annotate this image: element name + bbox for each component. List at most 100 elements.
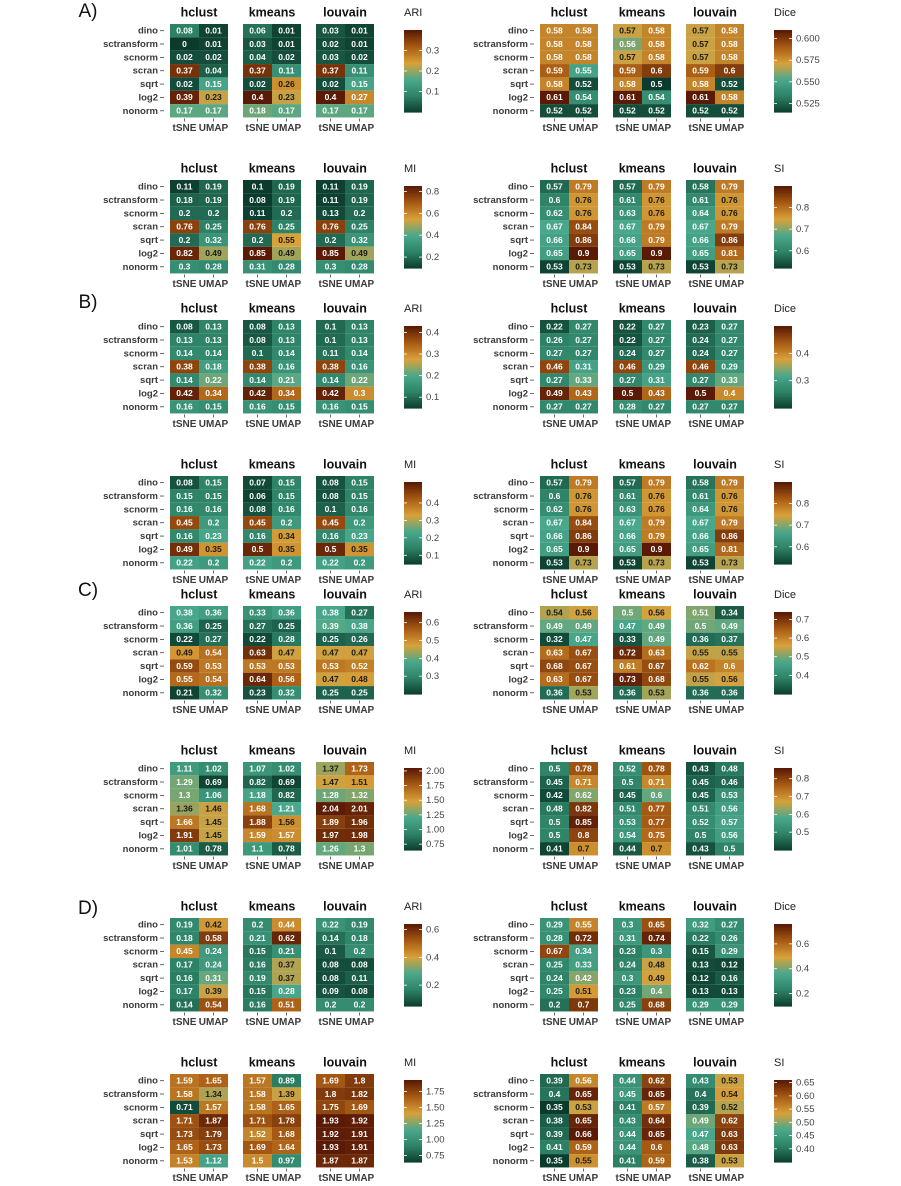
row-label: log2 xyxy=(138,986,158,997)
row-label: log2 xyxy=(508,388,528,399)
cell-value: 0.45 xyxy=(322,517,339,527)
legend-gradient-step xyxy=(404,934,422,937)
heatmap-cell xyxy=(170,104,199,118)
legend-gradient-step xyxy=(404,220,422,223)
heatmap-cell xyxy=(345,502,374,517)
legend-gradient-step xyxy=(774,960,792,963)
legend-gradient-step xyxy=(404,242,422,244)
heatmap-cell xyxy=(243,104,272,118)
cell-value: 0.49 xyxy=(205,248,222,258)
cell-value: 0.29 xyxy=(648,361,665,371)
legend-gradient-step xyxy=(404,1003,422,1006)
col-label: UMAP xyxy=(345,279,375,290)
legend-gradient-step xyxy=(774,233,792,236)
heatmap-cell xyxy=(345,918,374,932)
cell-value: 1.71 xyxy=(176,1115,193,1125)
legend-gradient-step xyxy=(404,988,422,991)
method-title: louvain xyxy=(693,899,737,913)
cell-value: 0.08 xyxy=(322,477,339,487)
legend-gradient-step xyxy=(774,83,792,86)
legend-gradient-step xyxy=(774,993,792,996)
cell-value: 0.55 xyxy=(176,674,193,684)
legend-gradient-step xyxy=(774,841,792,844)
legend-gradient-step xyxy=(774,646,792,649)
heatmap-cell xyxy=(199,542,228,557)
heatmap-cell xyxy=(686,686,715,700)
cell-value: 0.11 xyxy=(351,973,367,983)
heatmap-cell xyxy=(345,24,374,38)
legend-gradient-step xyxy=(404,192,422,195)
method-title: hclust xyxy=(181,5,219,19)
legend-gradient-step xyxy=(404,263,422,266)
legend-tick-label: 1.00 xyxy=(426,1135,445,1146)
row-label: sqrt xyxy=(140,817,159,828)
heatmap-cell xyxy=(715,529,744,543)
legend-gradient-step xyxy=(774,527,792,530)
cell-value: 1.32 xyxy=(351,790,368,800)
cell-value: 0.64 xyxy=(249,674,266,684)
heatmap-cell xyxy=(243,672,272,687)
row-label: scran xyxy=(503,804,529,815)
legend-gradient-step xyxy=(404,561,422,564)
legend-tick-label: 0.3 xyxy=(426,46,439,57)
heatmap-cell xyxy=(715,246,744,261)
cell-value: 0.79 xyxy=(721,517,738,527)
heatmap-cell xyxy=(345,815,374,829)
heatmap-cell xyxy=(613,762,642,776)
legend-gradient-step xyxy=(404,72,422,75)
legend-gradient-step xyxy=(774,685,792,688)
legend-gradient-step xyxy=(404,944,422,947)
legend-gradient-step xyxy=(774,43,792,46)
legend-gradient-step xyxy=(404,791,422,794)
legend-gradient-step xyxy=(404,639,422,642)
heatmap-cell xyxy=(540,476,569,490)
cell-value: 0.46 xyxy=(721,777,738,787)
legend-gradient-step xyxy=(404,965,422,967)
method-title: louvain xyxy=(693,457,737,471)
heatmap-cell xyxy=(199,1140,228,1155)
legend-gradient-step xyxy=(404,62,422,65)
row-label: dino xyxy=(508,322,528,333)
heatmap-cell xyxy=(715,556,744,570)
legend-gradient-step xyxy=(774,995,792,998)
heatmap-cell xyxy=(569,828,598,843)
method-title: louvain xyxy=(323,1055,367,1069)
legend-tick-label: 0.525 xyxy=(796,98,820,109)
cell-value: 0.67 xyxy=(546,517,563,527)
col-label: UMAP xyxy=(642,1173,672,1184)
heatmap-cell xyxy=(316,1127,345,1141)
legend-gradient-step xyxy=(404,76,422,79)
legend-gradient-step xyxy=(774,336,792,339)
cell-value: 0.58 xyxy=(721,39,738,49)
legend-gradient-step xyxy=(774,239,792,242)
legend-gradient-step xyxy=(774,847,792,850)
heatmap-cell xyxy=(686,360,715,374)
legend-tick-label: 1.75 xyxy=(426,781,445,792)
cell-value: 0.16 xyxy=(322,402,339,412)
heatmap-cell xyxy=(642,606,671,620)
legend-gradient-step xyxy=(774,825,792,828)
cell-value: 0.79 xyxy=(648,517,665,527)
row-label: scran xyxy=(503,518,529,529)
heatmap-cell xyxy=(569,944,598,959)
col-label: tSNE xyxy=(246,575,270,586)
legend-gradient-step xyxy=(774,975,792,978)
legend-gradient-step xyxy=(404,674,422,677)
legend-gradient-step xyxy=(774,621,792,624)
legend-gradient-step xyxy=(774,949,792,952)
heatmap-cell xyxy=(345,958,374,972)
legend-gradient-step xyxy=(774,1001,792,1004)
heatmap-cell xyxy=(316,77,345,91)
cell-value: 0.37 xyxy=(278,959,295,969)
heatmap-panel-ari: dinosctransformscnormscransqrtlog2nonorm… xyxy=(103,899,439,1028)
heatmap-cell xyxy=(272,542,301,557)
heatmap-cell xyxy=(613,64,642,78)
legend-title: MI xyxy=(404,459,416,471)
legend-gradient-step xyxy=(774,406,792,409)
heatmap-cell xyxy=(199,90,228,105)
color-legend: MI0.751.001.251.501.75 xyxy=(404,1057,445,1163)
legend-gradient-step xyxy=(774,663,792,666)
heatmap-cell xyxy=(613,659,642,673)
cell-value: 0.3 xyxy=(354,388,366,398)
heatmap-cell xyxy=(316,1087,345,1101)
